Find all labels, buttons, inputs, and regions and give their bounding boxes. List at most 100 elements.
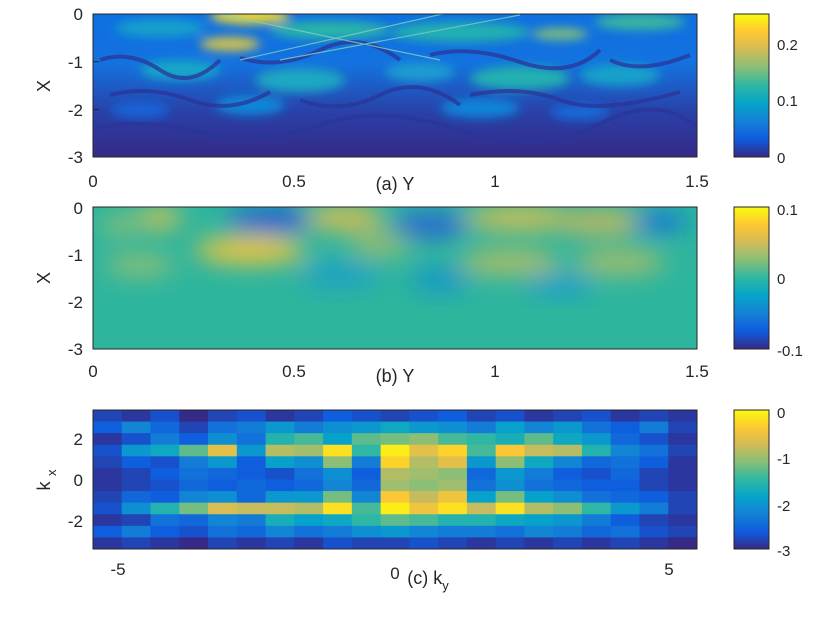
heatmap-cell xyxy=(93,525,123,538)
heatmap-cell xyxy=(323,410,353,423)
heatmap-cell xyxy=(668,410,698,423)
heatmap-cell xyxy=(351,421,382,434)
x-tick-label-a-1: 0.5 xyxy=(282,172,306,191)
heatmap-cell xyxy=(610,421,640,434)
heatmap-cell xyxy=(93,421,123,434)
heatmap-cell xyxy=(265,444,295,457)
heatmap-cell xyxy=(294,421,324,434)
heatmap-cell xyxy=(294,502,324,515)
heatmap-cell xyxy=(639,433,669,446)
heatmap-cell xyxy=(208,479,238,492)
heatmap-cell xyxy=(610,491,640,504)
heatmap-cell xyxy=(639,479,669,492)
heatmap-cell xyxy=(553,433,583,446)
heatmap-cell xyxy=(323,525,353,538)
heatmap-cell xyxy=(668,525,698,538)
heatmap-cell xyxy=(553,421,583,434)
colorbar-b-tick-2: -0.1 xyxy=(777,343,803,360)
heatmap-cell xyxy=(265,502,295,515)
heatmap-cell xyxy=(208,467,238,480)
y-tick-label-b-2: -2 xyxy=(68,293,83,312)
heatmap-c xyxy=(93,410,698,550)
y-axis-label-a: X xyxy=(34,80,54,92)
x-tick-label-b-3: 1.5 xyxy=(685,362,709,381)
heatmap-cell xyxy=(121,467,152,480)
heatmap-cell xyxy=(150,479,180,492)
heatmap-cell xyxy=(466,479,497,492)
heatmap-cell xyxy=(179,433,209,446)
heatmap-cell xyxy=(323,514,353,527)
heatmap-cell xyxy=(294,467,324,480)
plot-frame-a xyxy=(92,13,698,158)
heatmap-cell xyxy=(208,456,238,469)
heatmap-cell xyxy=(581,456,612,469)
heatmap-cell xyxy=(294,433,324,446)
heatmap-cell xyxy=(668,421,698,434)
colorbar-c xyxy=(733,409,770,550)
heatmap-cell xyxy=(294,444,324,457)
heatmap-cell xyxy=(265,410,295,423)
colorbar-b-tick-0: 0.1 xyxy=(777,202,798,219)
heatmap-cell xyxy=(495,444,525,457)
heatmap-cell xyxy=(323,537,353,550)
heatmap-cell xyxy=(294,537,324,550)
heatmap-cell xyxy=(524,410,554,423)
heatmap-cell xyxy=(581,491,612,504)
x-tick-label-b-0: 0 xyxy=(88,362,97,381)
heatmap-cell xyxy=(121,410,152,423)
heatmap-cell xyxy=(581,525,612,538)
heatmap-cell xyxy=(351,467,382,480)
colorbar-a-tick-2: 0 xyxy=(777,150,785,167)
colorbar-c-tick-1: -1 xyxy=(777,451,790,468)
colorbar-a-tick-1: 0.1 xyxy=(777,93,798,110)
x-tick-label-c-2: 5 xyxy=(664,560,673,579)
heatmap-cell xyxy=(639,421,669,434)
heatmap-cell xyxy=(236,456,267,469)
heatmap-cell xyxy=(294,514,324,527)
heatmap-cell xyxy=(553,525,583,538)
heatmap-cell xyxy=(93,444,123,457)
heatmap-cell xyxy=(380,491,410,504)
heatmap-cell xyxy=(639,410,669,423)
heatmap-cell xyxy=(265,467,295,480)
heatmap-cell xyxy=(208,502,238,515)
heatmap-cell xyxy=(409,502,439,515)
y-tick-label-a-3: -3 xyxy=(68,148,83,167)
x-axis-label-c-sub: y xyxy=(442,578,449,593)
heatmap-cell xyxy=(466,467,497,480)
heatmap-cell xyxy=(208,514,238,527)
heatmap-cell xyxy=(610,514,640,527)
y-axis-label-c: k x xyxy=(34,469,59,491)
heatmap-cell xyxy=(380,525,410,538)
heatmap-cell xyxy=(323,491,353,504)
heatmap-cell xyxy=(524,514,554,527)
heatmap-cell xyxy=(610,525,640,538)
heatmap-cell xyxy=(581,433,612,446)
heatmap-cell xyxy=(93,537,123,550)
heatmap-cell xyxy=(668,467,698,480)
heatmap-cell xyxy=(495,502,525,515)
heatmap-cell xyxy=(208,421,238,434)
plot-frame-b xyxy=(92,206,698,350)
y-tick-label-c-2: -2 xyxy=(68,512,83,531)
heatmap-cell xyxy=(179,479,209,492)
heatmap-cell xyxy=(121,525,152,538)
heatmap-cell xyxy=(466,410,497,423)
heatmap-cell xyxy=(351,525,382,538)
heatmap-cell xyxy=(524,502,554,515)
heatmap-cell xyxy=(380,421,410,434)
heatmap-cell xyxy=(553,479,583,492)
heatmap-cell xyxy=(380,456,410,469)
heatmap-cell xyxy=(495,537,525,550)
heatmap-cell xyxy=(610,537,640,550)
heatmap-cell xyxy=(121,433,152,446)
heatmap-cell xyxy=(236,491,267,504)
heatmap-cell xyxy=(438,410,468,423)
heatmap-cell xyxy=(409,514,439,527)
heatmap-cell xyxy=(438,421,468,434)
heatmap-cell xyxy=(438,525,468,538)
heatmap-cell xyxy=(265,514,295,527)
panel-c: 2 0 -2 k x -5 0 5 (c) ky 0 -1 -2 -3 xyxy=(34,405,790,593)
heatmap-cell xyxy=(93,456,123,469)
heatmap-cell xyxy=(524,456,554,469)
